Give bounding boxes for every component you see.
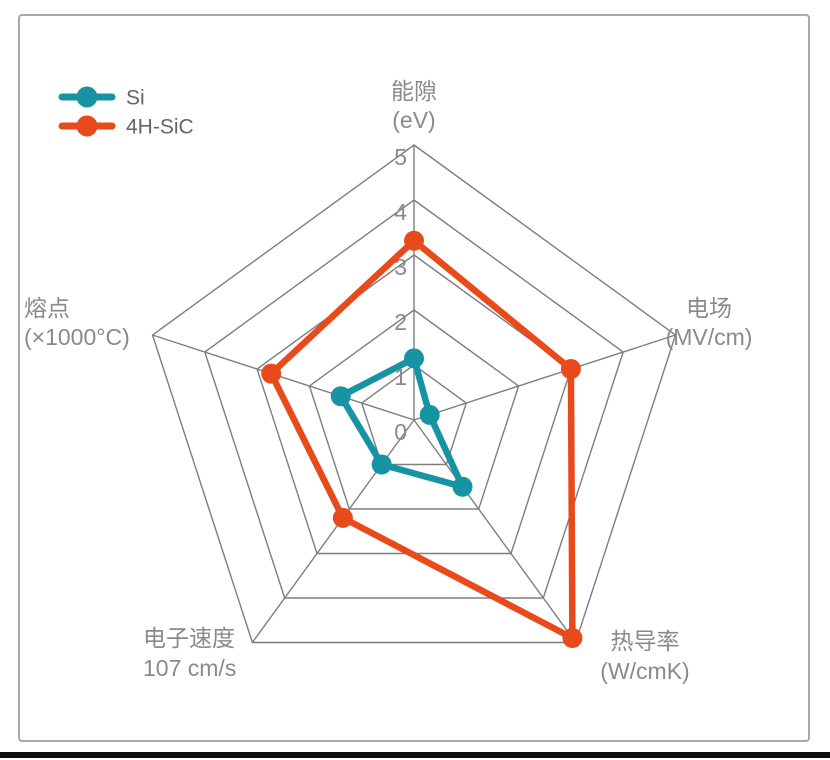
data-point-4h-sic-electron-velocity [332, 507, 353, 528]
legend-label-4h-sic: 4H-SiC [126, 116, 194, 139]
axis-label-electric-field-line1: 电场 [686, 295, 732, 321]
data-point-si-melting-point [330, 386, 351, 407]
data-point-si-bandgap [404, 348, 424, 369]
axis-label-thermal-conductivity-line2: (W/cmK) [600, 658, 689, 684]
grid-ring-1 [360, 364, 468, 466]
axis-label-electron-velocity-line2: 107 cm/s [143, 655, 236, 681]
tick-label-5: 5 [394, 144, 407, 170]
axis-label-thermal-conductivity-line1: 热导率 [611, 628, 680, 654]
axis-spoke-melting-point [152, 334, 415, 421]
axis-label-melting-point-line2: (×1000°C) [24, 324, 130, 350]
axis-spoke-thermal-conductivity [413, 419, 577, 643]
axis-spoke-electric-field [413, 334, 676, 421]
data-point-si-electron-velocity [371, 454, 392, 475]
data-point-si-thermal-conductivity [452, 476, 473, 497]
axis-label-electron-velocity-line1: 电子速度 [143, 625, 235, 651]
legend-marker-4h-sic [76, 115, 98, 137]
grid-ring-5 [151, 144, 677, 644]
data-point-4h-sic-thermal-conductivity [562, 628, 583, 649]
grid-ring-4 [203, 199, 625, 599]
tick-label-0: 0 [394, 419, 407, 445]
axis-label-electric-field-line2: (MV/cm) [666, 324, 753, 350]
tick-label-2: 2 [394, 309, 407, 335]
bottom-bar [0, 752, 830, 758]
axis-label-melting-point-line1: 熔点 [24, 295, 70, 321]
series-4h-sic-polygon [267, 237, 576, 642]
legend-label-si: Si [126, 87, 145, 110]
axis-spoke-electron-velocity [251, 419, 415, 643]
axis-label-bandgap-line2: (eV) [392, 107, 435, 133]
data-point-4h-sic-melting-point [261, 363, 282, 384]
legend-marker-si [76, 86, 98, 108]
tick-label-4: 4 [394, 199, 407, 225]
axis-label-bandgap-line1: 能隙 [391, 78, 437, 104]
data-point-4h-sic-bandgap [404, 230, 424, 251]
data-point-si-electric-field [419, 404, 440, 425]
data-point-4h-sic-electric-field [560, 359, 581, 380]
grid-ring-2 [308, 309, 520, 510]
